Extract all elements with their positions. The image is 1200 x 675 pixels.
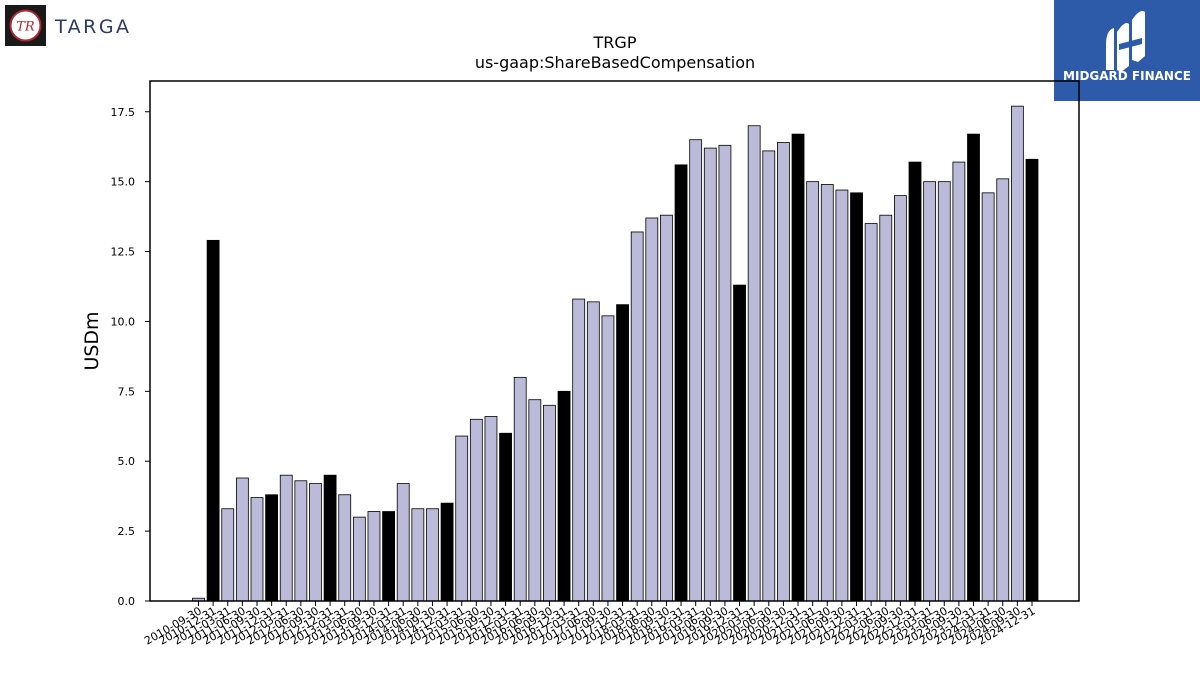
bar-2013-09-30 [367,511,381,602]
chart-subtitle: us-gaap:ShareBasedCompensation [475,53,755,72]
bar-2015-12-31 [499,432,512,602]
bar-2011-12-31 [265,494,279,602]
bar-2022-06-30 [879,214,893,602]
bar-2022-09-30 [894,195,907,602]
bar-2024-12-31 [1025,158,1039,602]
y-tick-label: 10.0 [111,315,136,328]
bar-2024-03-31 [981,192,995,602]
bar-2014-09-30 [426,508,439,602]
midgard-emblem-icon [1106,11,1145,72]
bar-2020-06-30 [762,150,776,602]
chart-title: TRGP [593,33,637,52]
targa-logo: TR TARGA [5,5,132,46]
y-tick-label: 7.5 [118,385,136,398]
y-tick-label: 0.0 [118,595,136,608]
bar-2014-12-31 [440,502,454,602]
bar-2019-03-31 [689,139,703,602]
bar-2023-09-30 [952,161,966,602]
bar-2017-12-31 [616,304,629,602]
bar-2012-12-31 [323,474,337,602]
bar-2022-12-31 [908,161,922,602]
bar-2021-03-31 [806,181,820,602]
bar-2016-06-30 [528,399,542,602]
bar-2015-06-30 [469,418,483,602]
targa-logo-name: TARGA [54,16,132,38]
bar-2023-06-30 [937,181,951,602]
bar-2016-03-31 [513,376,527,602]
bar-2024-06-30 [996,178,1010,602]
bar-2020-03-31 [747,125,761,602]
bar-2018-09-30 [660,214,673,602]
bar-2021-12-31 [850,192,863,602]
y-tick-label: 17.5 [111,106,136,119]
bar-2020-12-31 [791,133,805,602]
bar-2024-09-30 [1010,105,1024,602]
bar-2014-06-30 [411,508,425,602]
bar-2010-12-31 [206,239,220,602]
y-axis-label: USDm [81,311,103,370]
bars-group [192,105,1039,602]
bar-2022-03-31 [864,223,878,602]
targa-logo-monogram: TR [16,20,35,35]
bar-2012-09-30 [309,483,322,602]
bar-2019-09-30 [718,144,732,602]
x-axis-ticks: 2010-09-302010-12-312011-03-312011-06-30… [142,601,1038,648]
bar-2021-09-30 [835,189,849,602]
bar-2017-09-30 [601,315,615,602]
bar-2018-03-31 [630,231,644,602]
plot-frame [149,80,1080,602]
bar-2017-06-30 [586,301,600,602]
bar-2015-09-30 [484,416,498,602]
bar-2018-12-31 [674,164,688,602]
bar-2011-03-31 [221,508,235,602]
bar-2012-06-30 [294,480,308,602]
bar-2019-12-31 [733,284,746,602]
bar-2016-12-31 [557,390,571,602]
bar-2023-12-31 [967,133,980,602]
bar-2017-03-31 [572,298,586,602]
midgard-logo-text: MIDGARD FINANCE [1063,69,1191,83]
bar-2020-09-30 [777,142,790,602]
bar-2011-09-30 [250,497,264,602]
bar-2015-03-31 [455,435,469,602]
y-tick-label: 12.5 [111,246,136,259]
bar-2023-03-31 [923,181,937,602]
bar-2014-03-31 [396,483,410,602]
bar-2019-06-30 [703,147,717,602]
bar-2021-06-30 [820,184,834,602]
bar-2018-06-30 [645,217,659,602]
bar-2016-09-30 [543,404,556,602]
y-axis-ticks: 0.0 2.5 5.0 7.5 10.0 12.5 15.0 17.5 [111,106,150,608]
bar-2012-03-31 [279,474,293,602]
y-tick-label: 2.5 [118,525,136,538]
bar-2013-06-30 [352,516,366,602]
y-tick-label: 15.0 [111,176,136,189]
y-tick-label: 5.0 [118,455,136,468]
bar-2013-12-31 [382,511,395,602]
bar-2011-06-30 [235,477,249,602]
bar-2013-03-31 [338,494,352,602]
